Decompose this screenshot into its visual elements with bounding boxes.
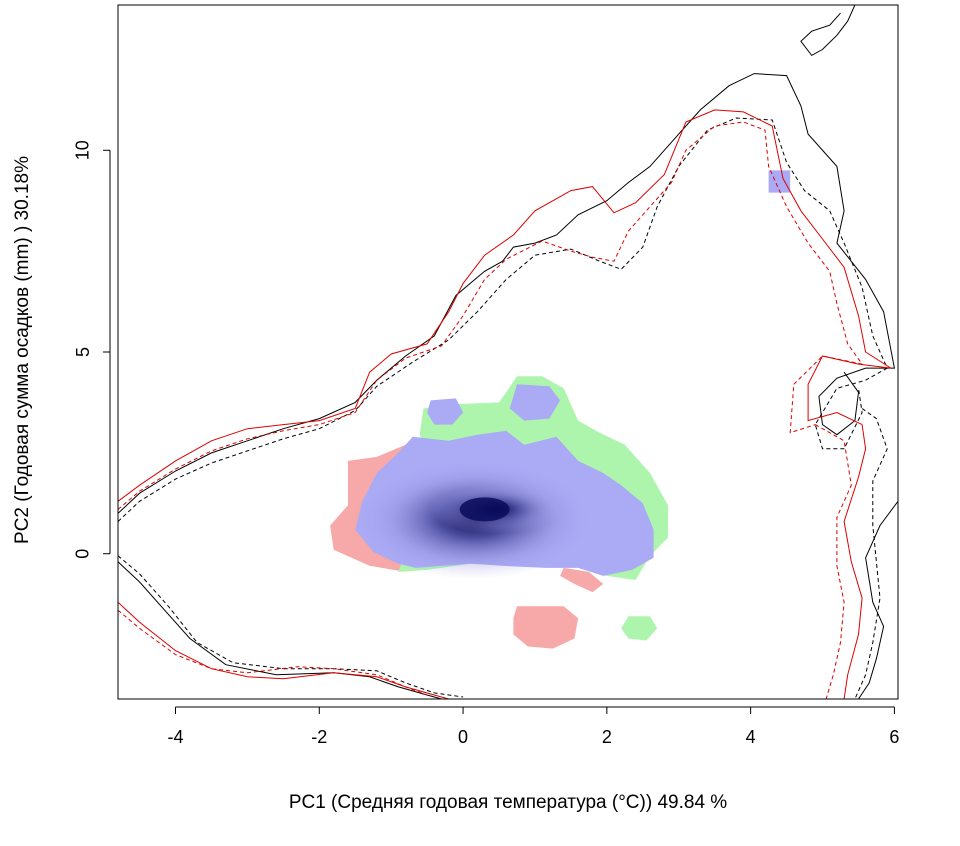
region-blue-6 xyxy=(427,398,464,425)
contour-red-solid-7 xyxy=(118,109,892,502)
contour-lines xyxy=(118,5,898,699)
region-red-1 xyxy=(560,567,604,593)
contour-black-dashed-4 xyxy=(118,117,888,522)
contour-red-dashed-12 xyxy=(118,609,428,696)
density-core xyxy=(354,459,595,580)
x-axis-title: PC1 (Средняя годовая температура (°C)) 4… xyxy=(289,792,727,813)
x-tick-label: -4 xyxy=(168,727,184,747)
contour-black-solid-2 xyxy=(118,561,442,699)
x-tick-label: 4 xyxy=(746,727,756,747)
y-tick-label: 10 xyxy=(73,140,93,160)
contour-black-dashed-5 xyxy=(854,408,888,699)
region-red-2 xyxy=(513,606,579,649)
density-peak xyxy=(459,497,510,522)
plot-frame xyxy=(117,4,899,700)
x-tick-label: -2 xyxy=(311,727,327,747)
contour-red-dashed-10 xyxy=(118,121,864,510)
y-axis-title: PC2 (Годовая сумма осадков (mm) ) 30.18% xyxy=(12,156,33,544)
contour-black-solid-1 xyxy=(858,501,898,699)
x-tick-label: 2 xyxy=(602,727,612,747)
contour-black-solid-3 xyxy=(800,5,856,57)
contour-black-solid-0 xyxy=(118,73,896,514)
niche-regions xyxy=(330,170,791,649)
region-green-4 xyxy=(621,616,658,641)
axes: -4 -2 0 2 4 6 0 5 10 xyxy=(73,140,900,747)
x-tick-label: 6 xyxy=(889,727,899,747)
y-tick-label: 0 xyxy=(73,549,93,559)
y-tick-label: 5 xyxy=(73,347,93,357)
contour-red-solid-9 xyxy=(118,601,449,699)
x-tick-label: 0 xyxy=(458,727,468,747)
contour-black-dashed-6 xyxy=(118,555,464,698)
region-blue-8 xyxy=(768,170,791,193)
region-blue-7 xyxy=(509,384,561,421)
contour-red-solid-8 xyxy=(843,424,867,699)
contour-red-dashed-11 xyxy=(815,424,852,699)
